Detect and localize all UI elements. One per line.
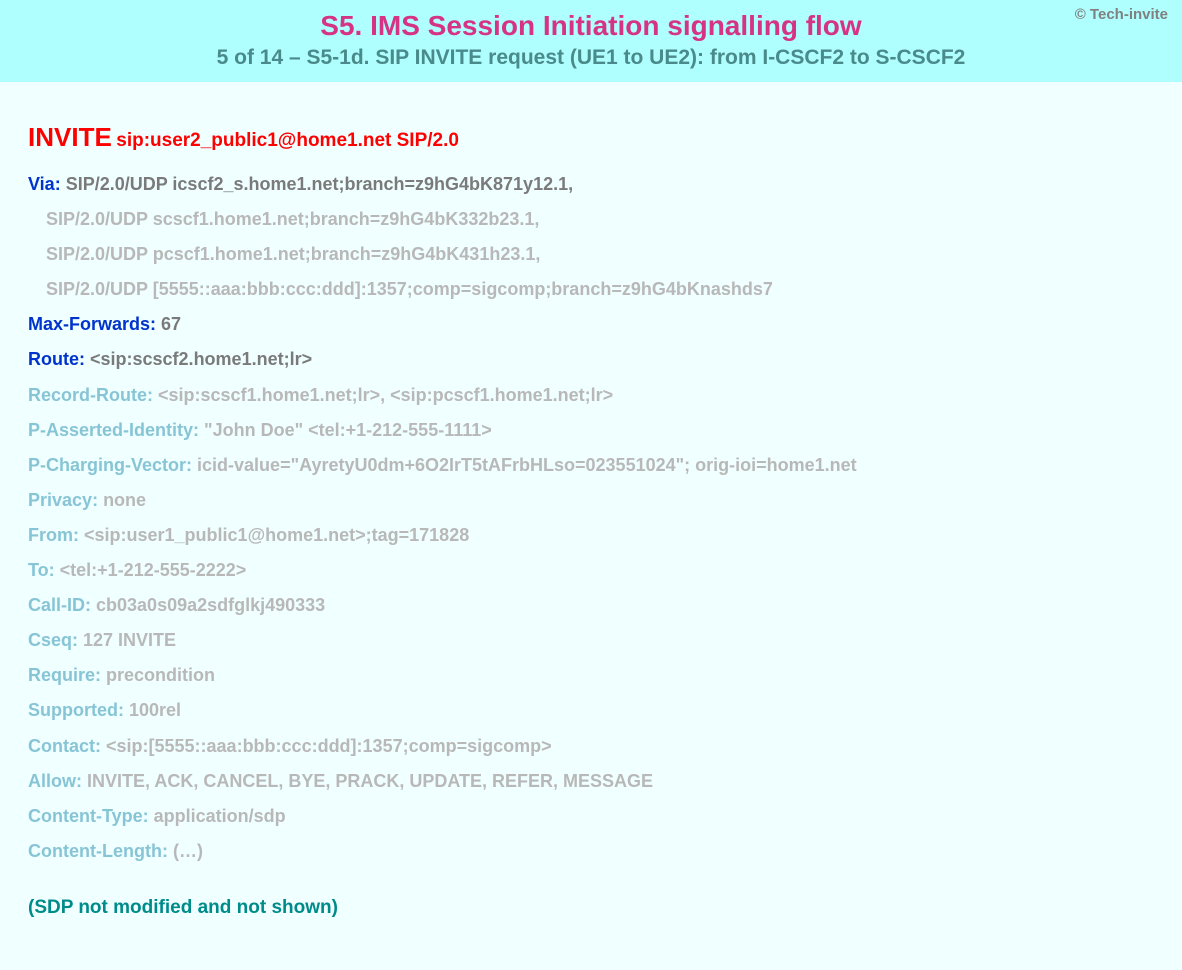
- route-value: <sip:scscf2.home1.net;lr>: [85, 349, 312, 369]
- max-forwards-value: 67: [156, 314, 181, 334]
- call-id-name: Call-ID: [28, 595, 91, 615]
- invite-uri: sip:user2_public1@home1.net SIP/2.0: [116, 130, 459, 151]
- via-header-line1: Via SIP/2.0/UDP icscf2_s.home1.net;branc…: [28, 167, 1154, 202]
- require-line: Require precondition: [28, 658, 1154, 693]
- privacy-name: Privacy: [28, 490, 98, 510]
- p-charging-vector-value: icid-value="AyretyU0dm+6O2IrT5tAFrbHLso=…: [192, 455, 857, 475]
- p-charging-vector-line: P-Charging-Vector icid-value="AyretyU0dm…: [28, 448, 1154, 483]
- require-value: precondition: [101, 665, 215, 685]
- copyright-text: © Tech-invite: [1075, 6, 1168, 23]
- p-asserted-identity-line: P-Asserted-Identity "John Doe" <tel:+1-2…: [28, 413, 1154, 448]
- via-value-2: SIP/2.0/UDP scscf1.home1.net;branch=z9hG…: [28, 202, 539, 237]
- from-value: <sip:user1_public1@home1.net>;tag=171828: [79, 525, 469, 545]
- sip-message-body: INVITE sip:user2_public1@home1.net SIP/2…: [0, 82, 1182, 949]
- allow-value: INVITE, ACK, CANCEL, BYE, PRACK, UPDATE,…: [82, 771, 653, 791]
- from-name: From: [28, 525, 79, 545]
- route-name: Route: [28, 349, 85, 369]
- contact-name: Contact: [28, 736, 101, 756]
- record-route-name: Record-Route: [28, 385, 153, 405]
- contact-value: <sip:[5555::aaa:bbb:ccc:ddd]:1357;comp=s…: [101, 736, 552, 756]
- max-forwards-name: Max-Forwards: [28, 314, 156, 334]
- via-header-line3: SIP/2.0/UDP pcscf1.home1.net;branch=z9hG…: [28, 237, 1154, 272]
- cseq-name: Cseq: [28, 630, 78, 650]
- via-header-line2: SIP/2.0/UDP scscf1.home1.net;branch=z9hG…: [28, 202, 1154, 237]
- page-title: S5. IMS Session Initiation signalling fl…: [0, 10, 1182, 42]
- to-value: <tel:+1-212-555-2222>: [55, 560, 247, 580]
- from-line: From <sip:user1_public1@home1.net>;tag=1…: [28, 518, 1154, 553]
- via-value-3: SIP/2.0/UDP pcscf1.home1.net;branch=z9hG…: [28, 237, 540, 272]
- content-length-name: Content-Length: [28, 841, 168, 861]
- invite-method: INVITE: [28, 122, 112, 152]
- content-type-line: Content-Type application/sdp: [28, 799, 1154, 834]
- content-length-value: (…): [168, 841, 203, 861]
- p-asserted-identity-name: P-Asserted-Identity: [28, 420, 199, 440]
- supported-line: Supported 100rel: [28, 693, 1154, 728]
- header-banner: © Tech-invite S5. IMS Session Initiation…: [0, 0, 1182, 82]
- via-header-name: Via: [28, 174, 61, 194]
- page-subtitle: 5 of 14 – S5-1d. SIP INVITE request (UE1…: [0, 46, 1182, 70]
- cseq-line: Cseq 127 INVITE: [28, 623, 1154, 658]
- route-line: Route <sip:scscf2.home1.net;lr>: [28, 342, 1154, 377]
- cseq-value: 127 INVITE: [78, 630, 176, 650]
- content-length-line: Content-Length (…): [28, 834, 1154, 869]
- content-type-name: Content-Type: [28, 806, 149, 826]
- allow-line: Allow INVITE, ACK, CANCEL, BYE, PRACK, U…: [28, 764, 1154, 799]
- p-asserted-identity-value: "John Doe" <tel:+1-212-555-1111>: [199, 420, 492, 440]
- to-name: To: [28, 560, 55, 580]
- record-route-value: <sip:scscf1.home1.net;lr>, <sip:pcscf1.h…: [153, 385, 613, 405]
- supported-value: 100rel: [124, 700, 181, 720]
- content-type-value: application/sdp: [149, 806, 286, 826]
- via-header-line4: SIP/2.0/UDP [5555::aaa:bbb:ccc:ddd]:1357…: [28, 272, 1154, 307]
- to-line: To <tel:+1-212-555-2222>: [28, 553, 1154, 588]
- via-value-4: SIP/2.0/UDP [5555::aaa:bbb:ccc:ddd]:1357…: [28, 272, 773, 307]
- record-route-line: Record-Route <sip:scscf1.home1.net;lr>, …: [28, 378, 1154, 413]
- call-id-line: Call-ID cb03a0s09a2sdfglkj490333: [28, 588, 1154, 623]
- privacy-line: Privacy none: [28, 483, 1154, 518]
- call-id-value: cb03a0s09a2sdfglkj490333: [91, 595, 325, 615]
- invite-request-line: INVITE sip:user2_public1@home1.net SIP/2…: [28, 122, 1154, 153]
- require-name: Require: [28, 665, 101, 685]
- privacy-value: none: [98, 490, 146, 510]
- allow-name: Allow: [28, 771, 82, 791]
- contact-line: Contact <sip:[5555::aaa:bbb:ccc:ddd]:135…: [28, 729, 1154, 764]
- supported-name: Supported: [28, 700, 124, 720]
- max-forwards-line: Max-Forwards 67: [28, 307, 1154, 342]
- via-value-1: SIP/2.0/UDP icscf2_s.home1.net;branch=z9…: [61, 174, 573, 194]
- p-charging-vector-name: P-Charging-Vector: [28, 455, 192, 475]
- sdp-note: (SDP not modified and not shown): [28, 897, 1154, 919]
